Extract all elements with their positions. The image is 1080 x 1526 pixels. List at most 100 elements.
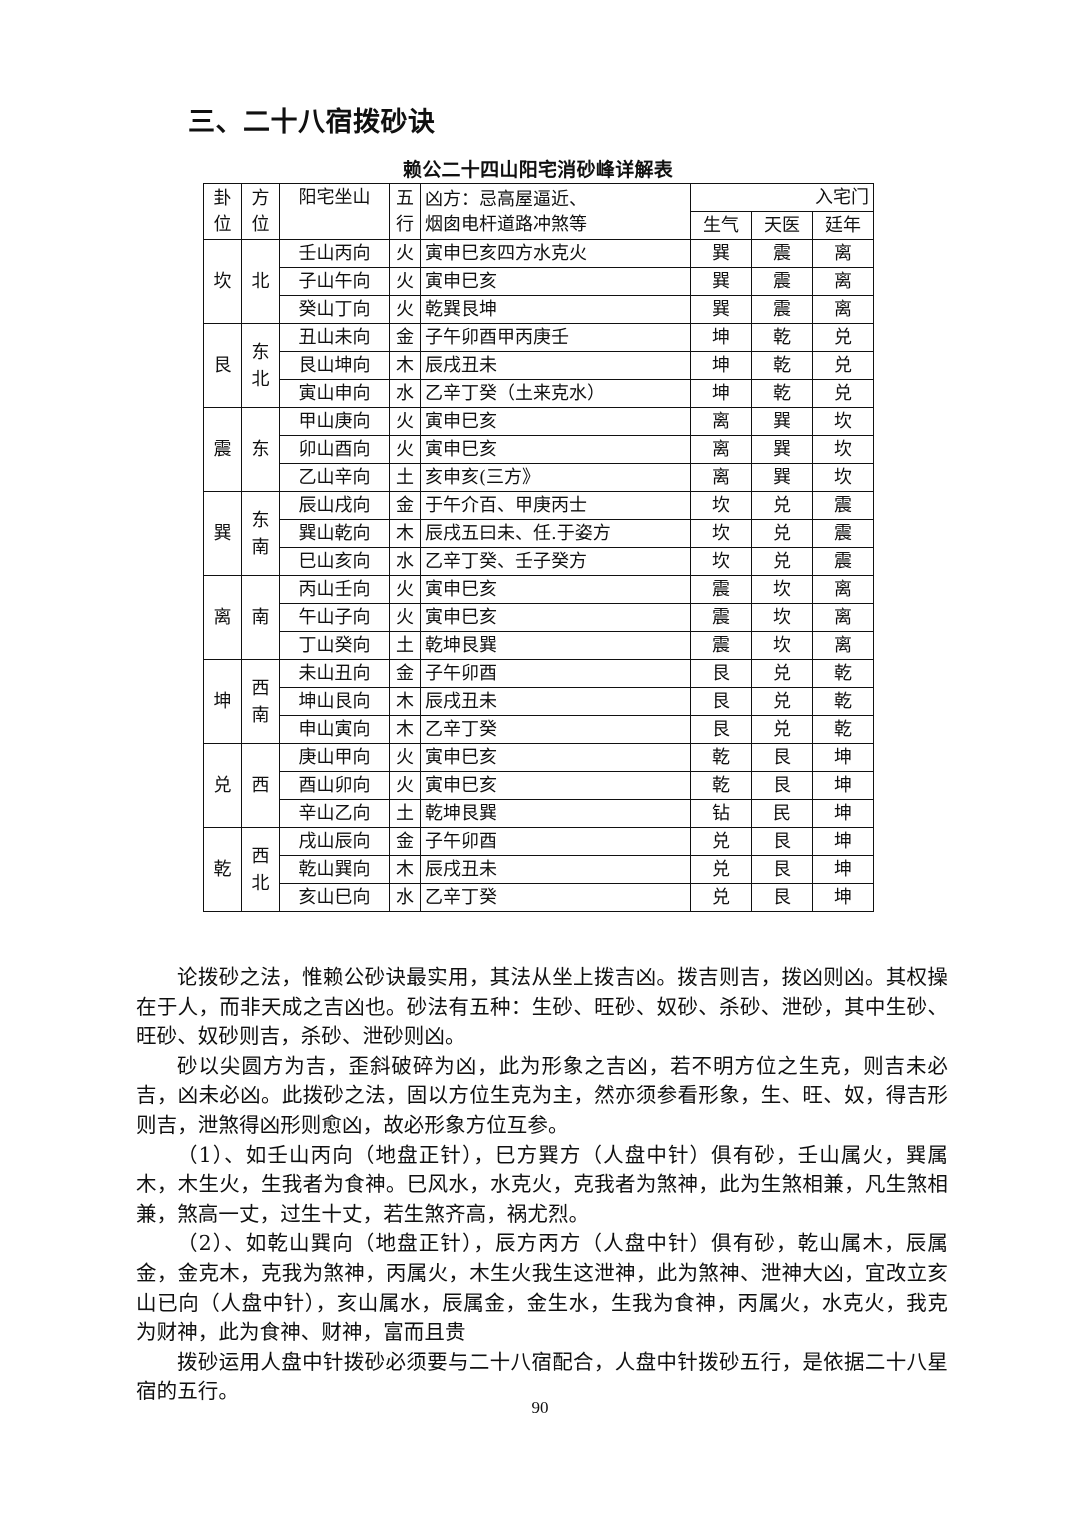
header-gua-wei: 卦 位 (203, 183, 242, 240)
cell-ting-nian: 坎 (812, 407, 874, 436)
cell-tian-yi: 坎 (751, 631, 813, 660)
cell-xiong-fang: 寅申巳亥 (420, 743, 691, 772)
table-row: 兑西庚山甲向火寅申巳亥乾艮坤 (203, 743, 874, 828)
cell-xiong-fang: 子午卯酉甲丙庚壬 (420, 323, 691, 352)
cell-tian-yi: 乾 (751, 379, 813, 408)
fang-wei-char: 西 (251, 845, 270, 867)
cell-sheng-qi: 坤 (690, 323, 752, 352)
table-row: 寅山申向水乙辛丁癸（土来克水）坤乾兑 (204, 379, 874, 408)
cell-sheng-qi: 震 (690, 631, 752, 660)
cell-wu-xing: 木 (389, 687, 421, 716)
fang-wei-char: 南 (251, 704, 270, 726)
fang-wei-char: 北 (251, 368, 270, 390)
cell-xiong-fang: 乙辛丁癸 (420, 715, 691, 744)
cell-sheng-qi: 巽 (690, 295, 752, 324)
cell-zuo-shan: 丁山癸向 (279, 631, 390, 660)
cell-zuo-shan: 乙山辛向 (279, 463, 390, 492)
table-body: 坎北壬山丙向火寅申巳亥四方水克火巽震离子山午向火寅申巳亥巽震离癸山丁向火乾巽艮坤… (203, 239, 874, 912)
cell-ting-nian: 离 (812, 631, 874, 660)
cell-tian-yi: 兑 (751, 547, 813, 576)
cell-ting-nian: 离 (812, 603, 874, 632)
cell-xiong-fang: 辰戌丑未 (420, 855, 691, 884)
table-row: 丁山癸向土乾坤艮巽震坎离 (204, 631, 874, 660)
header-sheng-qi: 生气 (690, 211, 752, 240)
cell-gua-wei: 艮 (203, 323, 242, 408)
body-paragraph: （2）、如乾山巽向（地盘正针），辰方丙方（人盘中针）俱有砂，乾山属木，辰属金，金… (136, 1231, 948, 1345)
cell-sheng-qi: 艮 (690, 659, 752, 688)
cell-xiong-fang: 于午介百、甲庚丙士 (420, 491, 691, 520)
header-ting-nian: 廷年 (812, 211, 874, 240)
header-fang-wei-char-1: 方 (251, 187, 270, 209)
cell-ting-nian: 坤 (812, 883, 874, 912)
table-row: 亥山巳向水乙辛丁癸兑艮坤 (204, 883, 874, 912)
header-gua-wei-char-2: 位 (213, 213, 232, 235)
table-head: 卦 位 方 位 阳宅坐山 五 行 凶方：忌高屋逼近、 烟囱电杆道路冲煞等 (203, 183, 874, 240)
cell-sheng-qi: 坤 (690, 351, 752, 380)
cell-zuo-shan: 癸山丁向 (279, 295, 390, 324)
cell-ting-nian: 坎 (812, 435, 874, 464)
header-wu-xing-char-2: 行 (396, 213, 414, 235)
cell-sheng-qi: 艮 (690, 715, 752, 744)
cell-zuo-shan: 亥山巳向 (279, 883, 390, 912)
cell-zuo-shan: 午山子向 (279, 603, 390, 632)
cell-ting-nian: 兑 (812, 351, 874, 380)
fang-wei-char: 南 (251, 536, 270, 558)
cell-sheng-qi: 巽 (690, 267, 752, 296)
cell-ting-nian: 离 (812, 575, 874, 604)
table-row: 巽东南辰山戌向金于午介百、甲庚丙士坎兑震 (203, 491, 874, 576)
cell-wu-xing: 土 (389, 799, 421, 828)
cell-tian-yi: 兑 (751, 687, 813, 716)
cell-xiong-fang: 辰戌丑未 (420, 687, 691, 716)
cell-fang-wei: 西 (241, 743, 280, 828)
cell-sheng-qi: 艮 (690, 687, 752, 716)
table-row: 辛山乙向土乾坤艮巽钻民坤 (204, 799, 874, 828)
section-heading: 三、二十八宿拨砂诀 (188, 107, 436, 138)
cell-tian-yi: 震 (751, 295, 813, 324)
body-paragraph: 砂以尖圆方为吉，歪斜破碎为凶，此为形象之吉凶，若不明方位之生克，则吉未必吉，凶未… (136, 1053, 948, 1137)
cell-tian-yi: 巽 (751, 407, 813, 436)
cell-xiong-fang: 乙辛丁癸（土来克水） (420, 379, 691, 408)
cell-zuo-shan: 壬山丙向 (279, 239, 390, 268)
cell-xiong-fang: 乙辛丁癸 (420, 883, 691, 912)
cell-tian-yi: 兑 (751, 659, 813, 688)
cell-wu-xing: 火 (389, 575, 421, 604)
cell-xiong-fang: 乾坤艮巽 (420, 631, 691, 660)
cell-xiong-fang: 子午卯酉 (420, 827, 691, 856)
body-text-block: 论拨砂之法，惟赖公砂诀最实用，其法从坐上拨吉凶。拨吉则吉，拨凶则凶。其权操在于人… (136, 963, 948, 1407)
cell-wu-xing: 火 (389, 407, 421, 436)
cell-tian-yi: 艮 (751, 883, 813, 912)
cell-ting-nian: 坎 (812, 463, 874, 492)
cell-wu-xing: 木 (389, 519, 421, 548)
cell-xiong-fang: 寅申巳亥 (420, 771, 691, 800)
cell-sheng-qi: 乾 (690, 743, 752, 772)
cell-zuo-shan: 丙山壬向 (279, 575, 390, 604)
cell-gua-wei: 坤 (203, 659, 242, 744)
cell-xiong-fang: 子午卯酉 (420, 659, 691, 688)
cell-tian-yi: 乾 (751, 351, 813, 380)
cell-tian-yi: 乾 (751, 323, 813, 352)
header-wu-xing-char-1: 五 (396, 187, 414, 209)
sand-table: 卦 位 方 位 阳宅坐山 五 行 凶方：忌高屋逼近、 烟囱电杆道路冲煞等 (203, 183, 874, 912)
cell-wu-xing: 土 (389, 631, 421, 660)
cell-zuo-shan: 戌山辰向 (279, 827, 390, 856)
cell-gua-wei: 巽 (203, 491, 242, 576)
cell-zuo-shan: 乾山巽向 (279, 855, 390, 884)
cell-wu-xing: 木 (389, 715, 421, 744)
table-row: 申山寅向木乙辛丁癸艮兑乾 (204, 715, 874, 744)
cell-wu-xing: 土 (389, 463, 421, 492)
cell-zuo-shan: 卯山酉向 (279, 435, 390, 464)
cell-ting-nian: 坤 (812, 743, 874, 772)
cell-sheng-qi: 坎 (690, 547, 752, 576)
cell-tian-yi: 坎 (751, 575, 813, 604)
cell-zuo-shan: 巽山乾向 (279, 519, 390, 548)
cell-sheng-qi: 坤 (690, 379, 752, 408)
cell-wu-xing: 木 (389, 351, 421, 380)
cell-sheng-qi: 坎 (690, 491, 752, 520)
cell-wu-xing: 火 (389, 295, 421, 324)
cell-wu-xing: 水 (389, 883, 421, 912)
cell-tian-yi: 兑 (751, 519, 813, 548)
table-header-row-1: 卦 位 方 位 阳宅坐山 五 行 凶方：忌高屋逼近、 烟囱电杆道路冲煞等 (203, 183, 874, 240)
cell-tian-yi: 艮 (751, 827, 813, 856)
table-row: 离南丙山壬向火寅申巳亥震坎离 (203, 575, 874, 660)
cell-tian-yi: 兑 (751, 715, 813, 744)
